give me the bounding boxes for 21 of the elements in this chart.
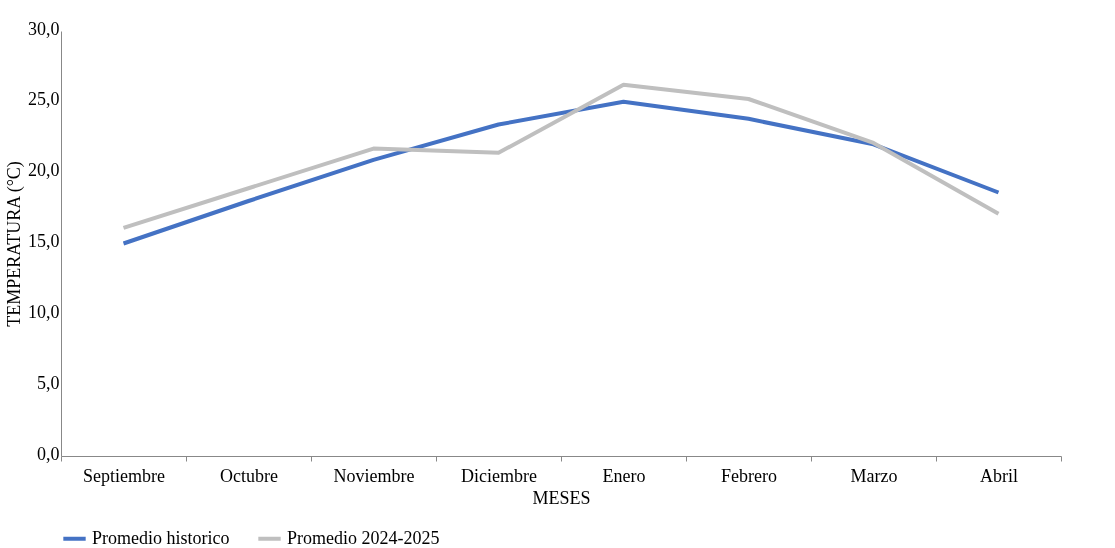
- x-tick-label: Septiembre: [83, 465, 165, 486]
- y-tick-label: 15,0: [28, 231, 60, 251]
- y-tick-label: 5,0: [37, 372, 60, 393]
- line-series: [121, 99, 1001, 246]
- x-tick-label: Febrero: [721, 465, 777, 486]
- x-tick-label: Diciembre: [461, 465, 537, 486]
- x-tick-label: Abril: [980, 465, 1018, 486]
- y-tick-label: 10,0: [28, 301, 60, 322]
- y-tick-label: 20,0: [28, 160, 60, 181]
- x-tick-label: Marzo: [850, 465, 898, 486]
- y-tick-label: 0,0: [37, 443, 60, 464]
- x-tick-label: Enero: [602, 465, 646, 486]
- line-series: [121, 82, 1001, 230]
- y-tick-label: 25,0: [28, 89, 60, 110]
- x-tick-label: Octubre: [220, 465, 278, 486]
- x-tick-label: Noviembre: [333, 465, 415, 486]
- legend-label: Promedio 2024-2025: [287, 527, 440, 548]
- legend-label: Promedio historico: [92, 527, 230, 548]
- y-tick-label: 30,0: [28, 18, 60, 39]
- y-axis-title: TEMPERATURA (°C): [4, 161, 25, 327]
- x-axis-title: MESES: [532, 487, 591, 508]
